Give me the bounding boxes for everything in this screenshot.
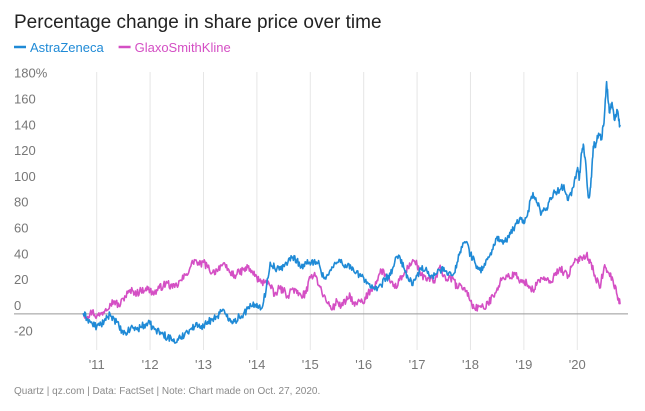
y-tick-label: 160 <box>14 92 36 107</box>
x-tick-label: '17 <box>409 357 426 372</box>
y-tick-label: 180% <box>14 66 48 81</box>
series-lines <box>82 80 621 344</box>
y-tick-label: 80 <box>14 195 28 210</box>
x-tick-label: '11 <box>89 357 105 372</box>
series-line-glaxosmithkline <box>82 251 621 321</box>
footer-source-note: Quartz | qz.com | Data: FactSet | Note: … <box>14 386 320 397</box>
x-tick-label: '16 <box>355 357 372 372</box>
series-line-astrazeneca <box>82 80 621 344</box>
vertical-gridlines <box>96 72 578 350</box>
y-tick-label: 140 <box>14 117 36 132</box>
x-tick-label: '19 <box>515 357 532 372</box>
x-tick-label: '14 <box>248 357 265 372</box>
y-axis-tick-labels: -20 0 20 40 60 80 100 120 140 160 180% <box>14 66 48 339</box>
y-tick-label: 20 <box>14 272 28 287</box>
x-tick-label: '20 <box>569 357 586 372</box>
chart-title: Percentage change in share price over ti… <box>14 12 382 33</box>
y-tick-label: -20 <box>14 324 33 339</box>
x-axis-tick-labels: '11 '12 '13 '14 '15 '16 '17 '18 '19 '20 <box>89 357 586 372</box>
legend: AstraZeneca GlaxoSmithKline <box>14 40 231 55</box>
y-tick-label: 100 <box>14 169 36 184</box>
x-tick-label: '18 <box>462 357 479 372</box>
y-tick-label: 40 <box>14 246 28 261</box>
x-tick-label: '12 <box>142 357 159 372</box>
legend-label: AstraZeneca <box>30 40 104 55</box>
y-tick-label: 120 <box>14 143 36 158</box>
x-tick-label: '13 <box>195 357 212 372</box>
x-tick-label: '15 <box>302 357 319 372</box>
legend-label: GlaxoSmithKline <box>135 40 231 55</box>
y-tick-label: 60 <box>14 221 28 236</box>
y-tick-label: 0 <box>14 298 21 313</box>
